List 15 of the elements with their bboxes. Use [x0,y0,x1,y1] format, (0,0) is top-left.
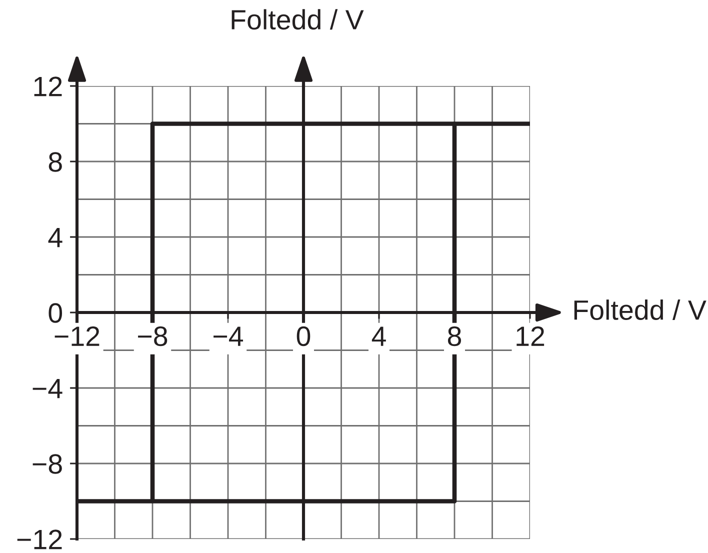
x-tick-label: 4 [372,326,386,346]
x-tick-label: 8 [448,326,462,346]
y-tick-label: −4 [32,378,62,398]
y-tick-label: −12 [17,530,62,550]
x-tick-label: 12 [516,326,544,346]
x-tick-label: −8 [138,326,168,346]
x-axis-title: Foltedd / V [574,300,706,320]
x-tick-label: 0 [296,326,310,346]
y-tick-label: −8 [32,454,62,474]
y-tick-label: 8 [48,152,62,172]
x-tick-label: −4 [214,326,244,346]
y-tick-label: 4 [48,228,62,248]
y-tick-label: 12 [34,76,62,96]
y-tick-label: 0 [48,303,62,323]
y-axis-title: Foltedd / V [232,9,364,30]
